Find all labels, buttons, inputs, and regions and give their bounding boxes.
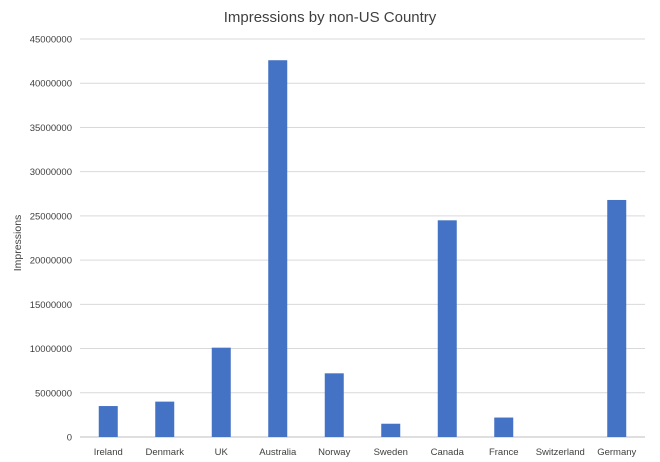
y-tick-label: 20000000 xyxy=(30,256,72,267)
x-tick-label: Germany xyxy=(597,447,636,458)
y-tick-label: 40000000 xyxy=(30,79,72,90)
x-tick-label: Canada xyxy=(431,447,465,458)
x-tick-label: Denmark xyxy=(145,447,184,458)
bar xyxy=(494,417,514,437)
y-axis-ticks: 0 5000000 10000000 15000000 20000000 25000000… xyxy=(30,35,72,444)
bar xyxy=(98,406,118,437)
y-tick-label: 15000000 xyxy=(30,300,72,311)
x-tick-label: France xyxy=(489,447,519,458)
x-tick-label: UK xyxy=(215,447,229,458)
chart-title: Impressions by non-US Country xyxy=(224,9,437,26)
bar xyxy=(324,373,344,437)
y-tick-label: 45000000 xyxy=(30,35,72,46)
bar xyxy=(211,347,231,437)
y-tick-label: 25000000 xyxy=(30,211,72,222)
y-tick-label: 35000000 xyxy=(30,123,72,134)
bar xyxy=(607,199,627,437)
x-tick-label: Ireland xyxy=(94,447,123,458)
bar xyxy=(381,423,401,437)
y-tick-label: 0 xyxy=(67,433,72,444)
gridlines xyxy=(80,38,645,438)
x-axis-ticks: Ireland Denmark UK Australia Norway Sweden Can… xyxy=(94,447,637,458)
bar xyxy=(155,401,175,437)
x-tick-label: Sweden xyxy=(374,447,408,458)
x-tick-label: Norway xyxy=(318,447,350,458)
y-axis-label: Impressions xyxy=(12,215,24,272)
y-tick-label: 5000000 xyxy=(35,388,72,399)
x-tick-label: Australia xyxy=(259,447,297,458)
bar xyxy=(268,60,288,438)
y-tick-label: 10000000 xyxy=(30,344,72,355)
x-tick-label: Switzerland xyxy=(536,447,585,458)
bar xyxy=(437,220,457,437)
y-tick-label: 30000000 xyxy=(30,167,72,178)
bars xyxy=(98,60,627,438)
